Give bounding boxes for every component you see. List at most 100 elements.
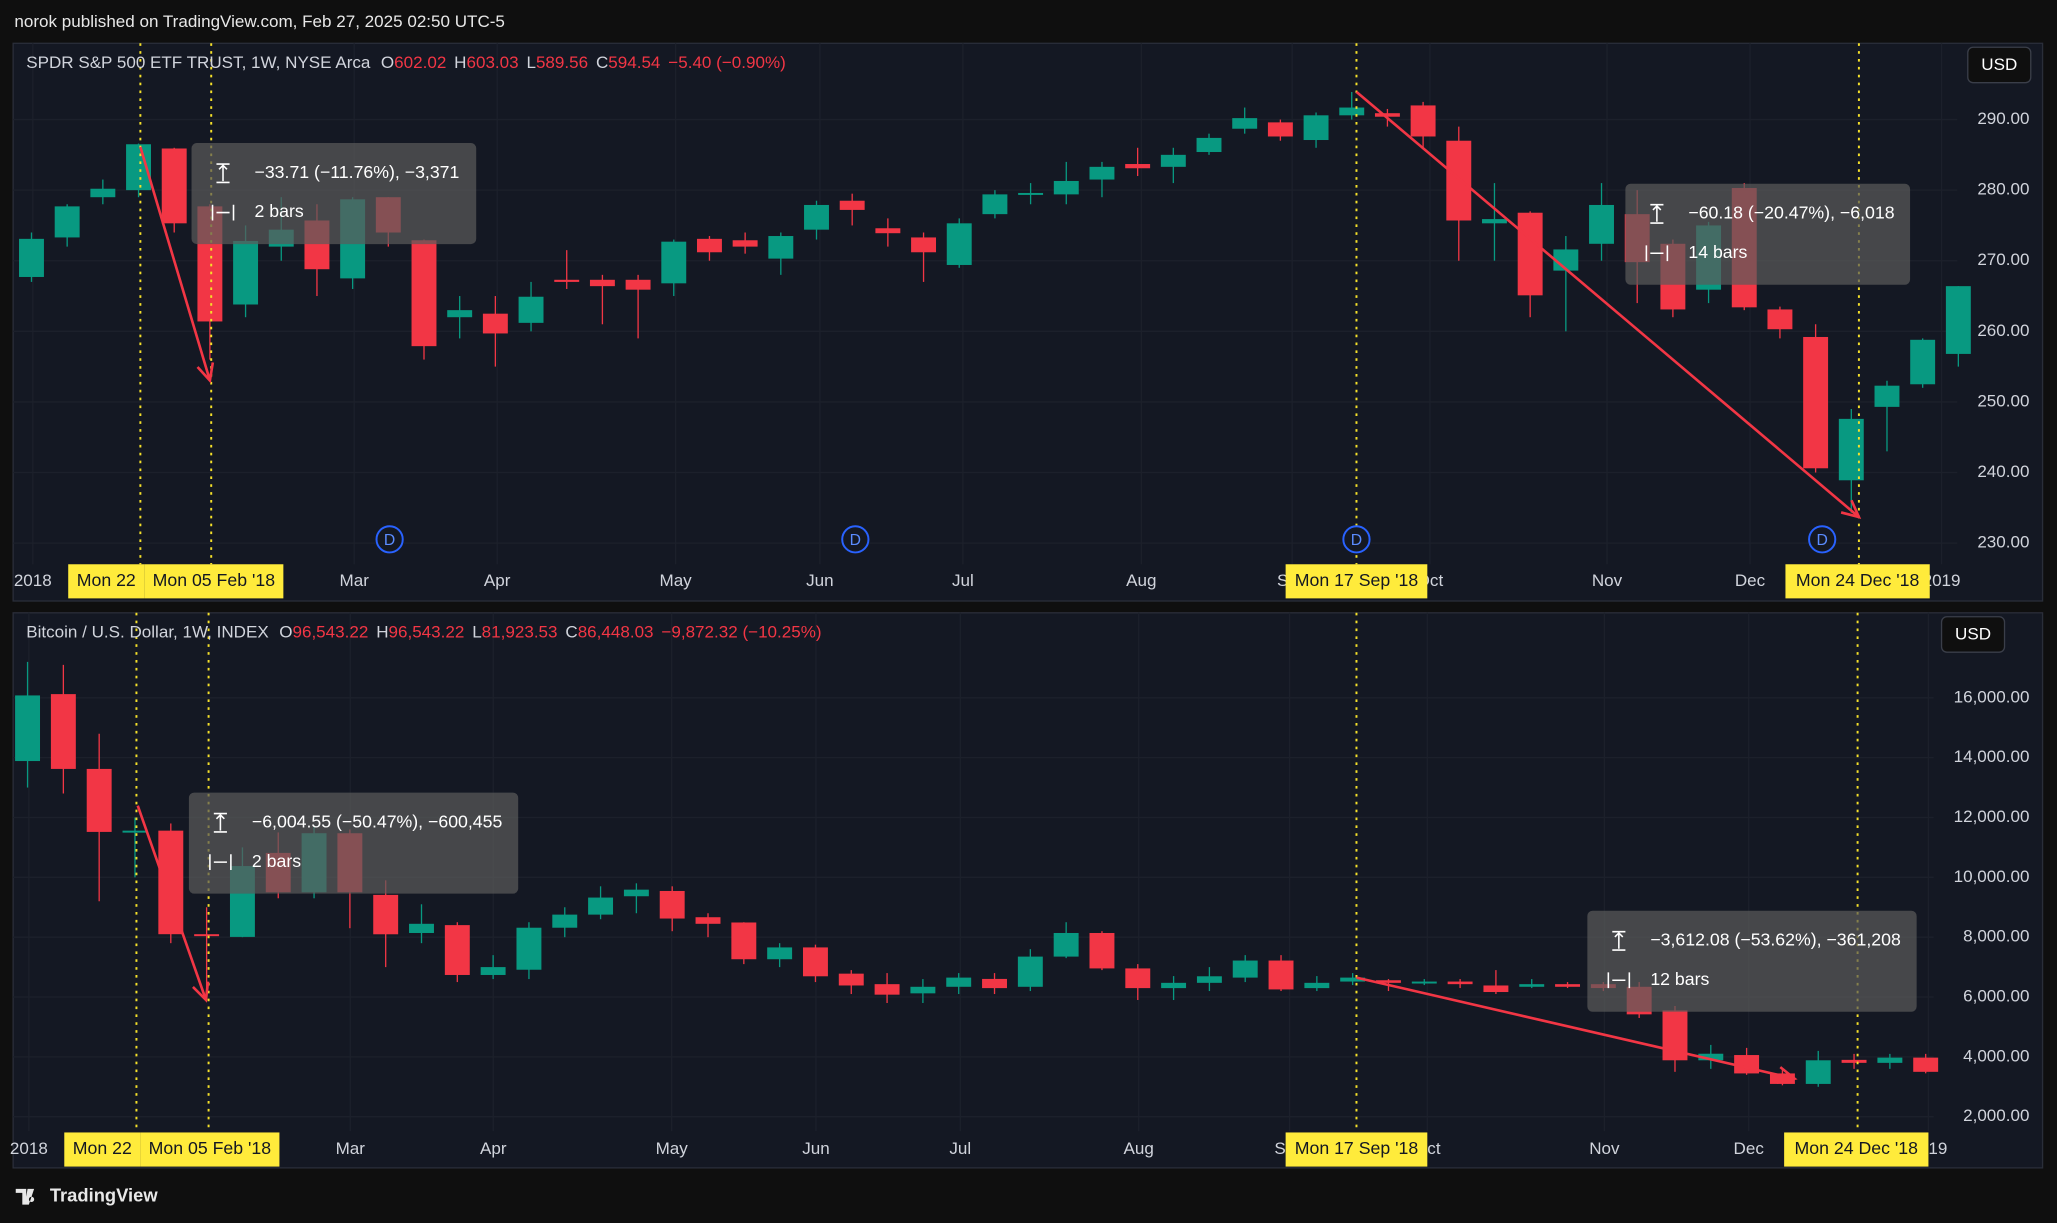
tv-logo bbox=[15, 1188, 35, 1205]
candle-body bbox=[982, 978, 1007, 989]
x-tick-label: Aug bbox=[1126, 571, 1156, 590]
legend-open: 602.02 bbox=[394, 52, 446, 71]
x-tick-label: May bbox=[660, 571, 693, 590]
x-tick-label: Nov bbox=[1592, 571, 1623, 590]
measure-box bbox=[188, 792, 519, 894]
candle-body bbox=[661, 241, 687, 284]
candle-body bbox=[946, 977, 972, 987]
candle-body bbox=[731, 922, 757, 960]
date-label: Mon 05 Feb '18 bbox=[149, 1138, 272, 1158]
x-tick-label: Mar bbox=[336, 1139, 366, 1158]
measure-bars: 2 bars bbox=[252, 851, 301, 871]
candle-body bbox=[50, 694, 76, 769]
legend-close-label: C bbox=[565, 622, 577, 641]
bars-icon bbox=[211, 204, 235, 221]
candle-body bbox=[838, 973, 864, 986]
currency-button bbox=[1967, 46, 2032, 84]
date-label-box bbox=[140, 1132, 280, 1167]
arrow-head bbox=[1776, 1066, 1798, 1085]
y-tick-label: 260.00 bbox=[1977, 321, 2029, 340]
candle-body bbox=[1767, 309, 1793, 330]
candle-body bbox=[1160, 154, 1186, 167]
candle-body bbox=[1303, 115, 1329, 141]
candle-body bbox=[552, 914, 578, 928]
measure-arrow bbox=[139, 146, 212, 381]
candle-body bbox=[1805, 1060, 1831, 1084]
range-icon bbox=[213, 812, 227, 833]
legend-low: 589.56 bbox=[536, 52, 588, 71]
x-tick-label: Jul bbox=[952, 571, 974, 590]
candle-body bbox=[1232, 960, 1258, 978]
candle-body bbox=[875, 228, 901, 234]
candle-body bbox=[946, 223, 972, 265]
legend-low-label: L bbox=[526, 52, 535, 71]
candle-body bbox=[1874, 385, 1900, 407]
y-tick-label: 250.00 bbox=[1977, 391, 2029, 410]
candle-body bbox=[86, 768, 112, 832]
candle-body bbox=[1089, 166, 1115, 180]
x-tick-label: 2018 bbox=[14, 571, 52, 590]
brand: TradingView bbox=[50, 1185, 159, 1206]
bars-icon bbox=[1607, 972, 1631, 989]
measure-change: −60.18 (−20.47%), −6,018 bbox=[1688, 203, 1894, 223]
candle-body bbox=[233, 240, 259, 305]
candle-body bbox=[696, 238, 722, 253]
candle-body bbox=[15, 695, 41, 762]
date-label-box bbox=[1785, 564, 1930, 599]
measure-change: −3,612.08 (−53.62%), −361,208 bbox=[1650, 930, 1901, 950]
x-tick-label: 2019 bbox=[1923, 571, 1961, 590]
measure-box bbox=[191, 143, 477, 245]
candle-body bbox=[839, 200, 865, 210]
candle-body bbox=[1447, 981, 1473, 985]
legend-change: −5.40 (−0.90%) bbox=[668, 52, 785, 71]
candle-body bbox=[910, 986, 936, 994]
date-label-box bbox=[144, 564, 284, 599]
dividend-label: D bbox=[384, 532, 395, 549]
legend-close: 86,448.03 bbox=[578, 622, 654, 641]
dividend-marker bbox=[1808, 525, 1837, 554]
candle-body bbox=[1268, 960, 1294, 990]
y-tick-label: 240.00 bbox=[1977, 462, 2029, 481]
measure-arrow bbox=[1356, 976, 1795, 1080]
candle-body bbox=[1803, 336, 1829, 469]
legend-high: 96,543.22 bbox=[389, 622, 465, 641]
candle-body bbox=[768, 236, 794, 259]
date-label-box bbox=[1285, 564, 1428, 599]
x-tick-label: May bbox=[656, 1139, 689, 1158]
x-tick-label: Dec bbox=[1734, 1139, 1765, 1158]
date-label-box bbox=[64, 1132, 141, 1167]
legend-high-label: H bbox=[454, 52, 466, 71]
candle-body bbox=[516, 927, 542, 970]
legend-change: −9,872.32 (−10.25%) bbox=[661, 622, 821, 641]
candle-body bbox=[623, 889, 649, 897]
range-icon bbox=[216, 163, 230, 184]
x-tick-label: Nov bbox=[1589, 1139, 1620, 1158]
candle-body bbox=[1376, 980, 1401, 983]
candle-body bbox=[1339, 107, 1365, 116]
y-tick-label: 6,000.00 bbox=[1963, 987, 2029, 1006]
candle-body bbox=[1589, 204, 1614, 244]
candle-body bbox=[1910, 339, 1936, 385]
candle-body bbox=[589, 279, 615, 287]
candle-body bbox=[19, 238, 44, 277]
candle-body bbox=[90, 188, 116, 198]
candle-body bbox=[1340, 977, 1366, 982]
bars-icon bbox=[209, 854, 232, 871]
currency-button bbox=[1940, 616, 2006, 653]
candle-body bbox=[874, 984, 900, 995]
candle-body bbox=[695, 917, 721, 924]
candle-body bbox=[1838, 418, 1864, 481]
x-tick-label: Jun bbox=[802, 1139, 829, 1158]
y-tick-label: 16,000.00 bbox=[1954, 687, 2030, 706]
candle-body bbox=[373, 894, 399, 935]
measure-arrow bbox=[136, 805, 208, 1001]
x-tick-label: Aug bbox=[1124, 1139, 1154, 1158]
candle-body bbox=[804, 204, 829, 230]
candle-body bbox=[588, 897, 614, 915]
candle-body bbox=[1304, 982, 1330, 989]
candle-body bbox=[1411, 981, 1437, 984]
measure-box bbox=[1625, 183, 1911, 285]
candle-body bbox=[1089, 932, 1115, 969]
